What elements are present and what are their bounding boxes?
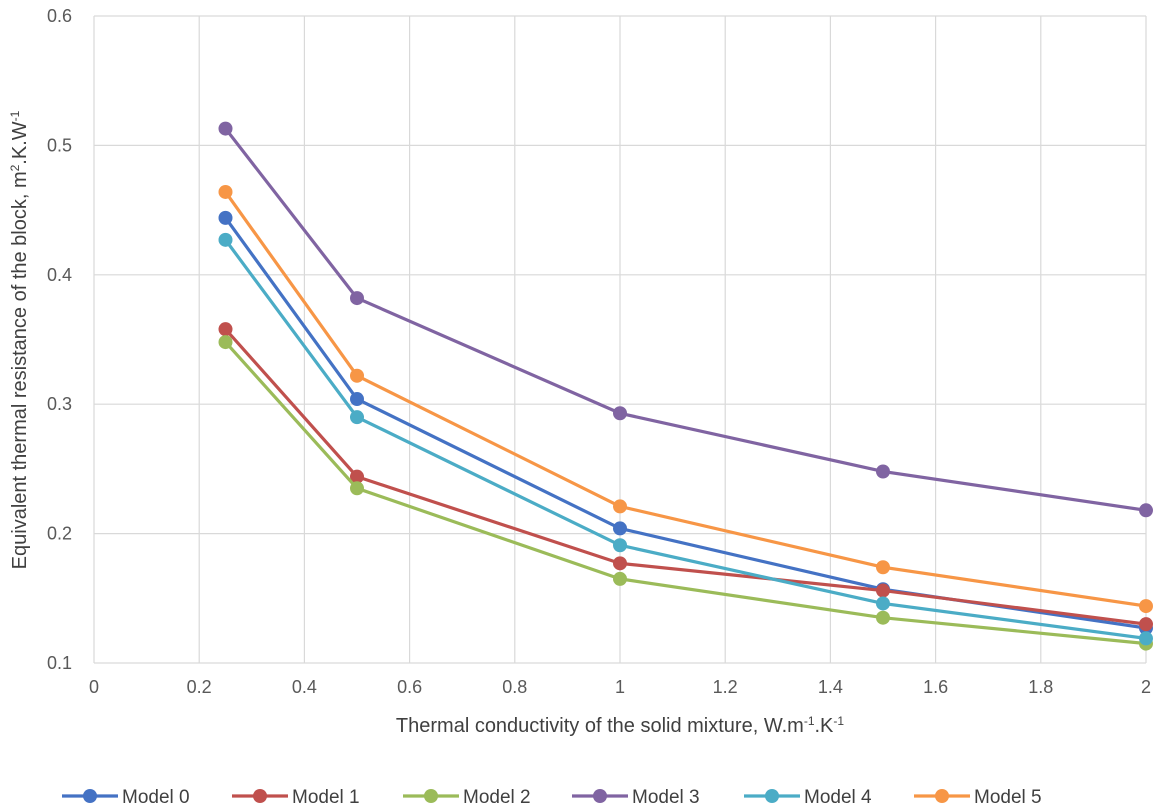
data-point bbox=[218, 210, 233, 225]
data-point bbox=[613, 538, 627, 553]
data-point bbox=[218, 232, 233, 247]
y-tick-label: 0.5 bbox=[47, 135, 72, 155]
y-tick-label: 0.1 bbox=[47, 653, 72, 673]
legend-label: Model 1 bbox=[292, 787, 360, 808]
y-tick-label: 0.6 bbox=[47, 6, 72, 26]
data-point bbox=[1139, 503, 1153, 518]
data-point bbox=[350, 410, 364, 425]
data-point bbox=[218, 335, 233, 350]
legend-marker bbox=[765, 789, 779, 803]
data-point bbox=[876, 596, 890, 611]
data-point bbox=[1139, 631, 1153, 646]
legend-label: Model 5 bbox=[974, 787, 1042, 808]
data-point bbox=[218, 184, 233, 199]
series-line bbox=[224, 127, 1147, 512]
legend-item: Model 3 bbox=[572, 787, 700, 808]
data-point bbox=[1139, 617, 1153, 632]
data-point bbox=[350, 392, 364, 407]
x-tick-label: 0 bbox=[89, 677, 99, 697]
series-line bbox=[224, 341, 1147, 646]
legend-item: Model 2 bbox=[403, 787, 531, 808]
x-tick-label: 1.8 bbox=[1028, 677, 1053, 697]
x-tick-label: 0.4 bbox=[292, 677, 317, 697]
legend-item: Model 0 bbox=[62, 787, 190, 808]
legend-label: Model 2 bbox=[463, 787, 531, 808]
series-2 bbox=[218, 335, 1153, 651]
series-5 bbox=[218, 184, 1153, 614]
y-tick-label: 0.4 bbox=[47, 265, 72, 285]
legend-label: Model 3 bbox=[632, 787, 700, 808]
series-group bbox=[218, 121, 1153, 651]
data-point bbox=[876, 583, 890, 598]
data-point bbox=[613, 521, 627, 536]
series-4 bbox=[218, 232, 1153, 646]
data-point bbox=[613, 499, 627, 514]
series-1 bbox=[218, 322, 1153, 632]
data-point bbox=[218, 322, 233, 337]
data-point bbox=[218, 121, 233, 136]
legend-label: Model 0 bbox=[122, 787, 190, 808]
data-point bbox=[876, 610, 890, 625]
x-tick-label: 0.2 bbox=[187, 677, 212, 697]
legend-marker bbox=[83, 789, 97, 803]
series-3 bbox=[218, 121, 1153, 518]
data-point bbox=[350, 368, 364, 383]
x-axis-title: Thermal conductivity of the solid mixtur… bbox=[396, 714, 844, 737]
legend-item: Model 4 bbox=[744, 787, 872, 808]
data-point bbox=[613, 571, 627, 586]
data-point bbox=[876, 464, 890, 479]
legend-marker bbox=[253, 789, 267, 803]
x-tick-label: 2 bbox=[1141, 677, 1151, 697]
data-point bbox=[613, 556, 627, 571]
x-tick-label: 1.4 bbox=[818, 677, 843, 697]
legend-marker bbox=[935, 789, 949, 803]
data-point bbox=[350, 481, 364, 496]
legend: Model 0 Model 1 Model 2 Model 3 Model 4 Model… bbox=[62, 787, 1042, 808]
data-point bbox=[613, 406, 627, 421]
y-tick-labels: 0.1 0.2 0.3 0.4 0.5 0.6 bbox=[47, 6, 72, 673]
legend-label: Model 4 bbox=[804, 787, 872, 808]
y-tick-label: 0.3 bbox=[47, 394, 72, 414]
legend-item: Model 1 bbox=[232, 787, 360, 808]
data-point bbox=[350, 291, 364, 306]
x-tick-label: 0.8 bbox=[502, 677, 527, 697]
x-tick-labels: 0 0.2 0.4 0.6 0.8 1 1.2 1.4 1.6 1.8 2 bbox=[89, 677, 1151, 697]
data-point bbox=[350, 469, 364, 484]
x-tick-label: 1.6 bbox=[923, 677, 948, 697]
y-axis-title: Equivalent thermal resistance of the blo… bbox=[8, 110, 31, 569]
legend-marker bbox=[424, 789, 438, 803]
x-tick-label: 1.2 bbox=[713, 677, 738, 697]
x-tick-label: 1 bbox=[615, 677, 625, 697]
data-point bbox=[1139, 599, 1153, 614]
data-point bbox=[876, 560, 890, 575]
series-line bbox=[224, 216, 1147, 630]
legend-marker bbox=[593, 789, 607, 803]
legend-item: Model 5 bbox=[914, 787, 1042, 808]
y-tick-label: 0.2 bbox=[47, 524, 72, 544]
x-tick-label: 0.6 bbox=[397, 677, 422, 697]
